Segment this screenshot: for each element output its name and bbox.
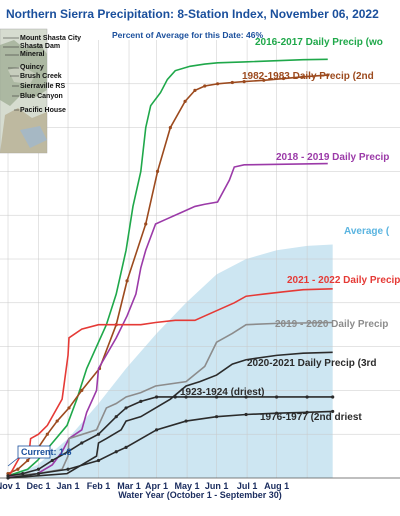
station-map <box>0 28 48 154</box>
series-line-5 <box>7 321 333 477</box>
x-tick-label: Jun 1 <box>205 481 229 491</box>
series-point <box>6 472 10 476</box>
station-label: Quincy <box>20 64 44 71</box>
station-label: Pacific House <box>20 107 66 114</box>
station-names: Mount Shasta City Shasta Dam Mineral Qui… <box>3 35 81 114</box>
series-point <box>154 428 159 432</box>
x-tick-label: Apr 1 <box>145 481 168 491</box>
series-point <box>67 406 71 410</box>
series-point <box>50 458 54 463</box>
series-point <box>125 279 129 283</box>
series-point <box>124 406 128 410</box>
series-label: 2018 - 2019 Daily Precip <box>276 152 389 163</box>
x-tick-label: Jul 1 <box>237 481 258 491</box>
series-point <box>230 80 234 85</box>
station-label: Shasta Dam <box>20 43 60 50</box>
series-point <box>168 126 172 130</box>
station-label: Blue Canyon <box>20 93 63 100</box>
series-point <box>331 409 335 414</box>
series-point <box>6 476 10 480</box>
series-label: 1982-1983 Daily Precip (2nd <box>242 71 374 82</box>
series-point <box>184 395 188 399</box>
series-point <box>305 410 309 414</box>
series-point <box>155 169 160 173</box>
series-label: 2019 - 2020 Daily Precip <box>275 319 388 330</box>
current-marker: Current: 1.8 <box>7 445 72 467</box>
x-tick-label: Nov 1 <box>0 481 20 491</box>
x-tick-label: Jan 1 <box>57 481 80 491</box>
series-point <box>21 472 25 476</box>
series-point <box>16 467 20 471</box>
series-line-4 <box>7 287 333 479</box>
series-point <box>305 395 309 399</box>
x-tick-label: Dec 1 <box>26 481 50 491</box>
x-tick-label: Mar 1 <box>117 481 141 491</box>
series-point <box>215 82 220 86</box>
x-tick-label: Feb 1 <box>87 481 111 491</box>
series-point <box>26 458 30 463</box>
series-point <box>154 395 159 399</box>
series-point <box>139 399 143 403</box>
series-point <box>144 222 148 226</box>
series-point <box>36 467 41 471</box>
series-point <box>80 441 84 445</box>
series-label: 2020-2021 Daily Precip (3rd <box>247 358 377 369</box>
series-line-6 <box>7 351 333 479</box>
series-point <box>242 80 246 84</box>
chart-subtitle: Percent of Average for this Date: 46% <box>112 30 263 40</box>
series-point <box>66 450 70 454</box>
station-label: Sierraville RS <box>20 83 65 90</box>
series-line-1 <box>7 74 328 475</box>
series-point <box>331 395 335 399</box>
series-point <box>114 415 118 419</box>
series-point <box>193 88 197 92</box>
x-tick-label: May 1 <box>175 481 200 491</box>
series-point <box>173 395 177 399</box>
series-point <box>114 450 118 454</box>
series-point <box>281 76 286 81</box>
x-tick-label: Aug 1 <box>264 481 289 491</box>
series-point <box>45 432 49 436</box>
series-label: 1923-1924 (driest) <box>180 387 265 398</box>
series-point <box>184 419 188 423</box>
series-line-0 <box>7 58 328 477</box>
series-point <box>301 75 305 79</box>
plot-area: 2016-2017 Daily Precip (wo 1982-1983 Dail… <box>0 37 400 491</box>
series-point <box>36 472 41 476</box>
series-point <box>66 467 70 471</box>
series-point <box>80 388 84 392</box>
series-label: 2016-2017 Daily Precip (wo <box>255 37 383 48</box>
series-line-2 <box>7 162 328 478</box>
series-point <box>262 78 266 82</box>
series-point <box>274 411 279 415</box>
series-point <box>244 395 248 399</box>
series-point <box>326 73 330 77</box>
series-label: 1976-1977 (2nd driest <box>260 412 362 423</box>
series-point <box>214 415 219 419</box>
series-point <box>244 412 248 417</box>
series-line-7 <box>7 396 333 477</box>
series-label: 2021 - 2022 Daily Precip <box>287 275 400 286</box>
series-point <box>274 395 279 399</box>
station-label: Mount Shasta City <box>20 35 81 42</box>
station-label: Mineral <box>20 51 45 58</box>
series-point <box>183 99 187 103</box>
series-point <box>55 419 59 423</box>
series-point <box>203 84 207 88</box>
station-label: Brush Creek <box>20 73 62 80</box>
chart-title: Northern Sierra Precipitation: 8-Station… <box>6 7 379 21</box>
series-point <box>96 432 101 436</box>
series-point <box>6 474 10 478</box>
series-label: Average ( <box>344 226 390 237</box>
x-axis-label: Water Year (October 1 - September 30) <box>118 490 282 500</box>
current-label: Current: 1.8 <box>21 447 72 457</box>
series-point <box>124 445 128 449</box>
series-point <box>96 458 101 463</box>
series-point <box>214 395 219 399</box>
